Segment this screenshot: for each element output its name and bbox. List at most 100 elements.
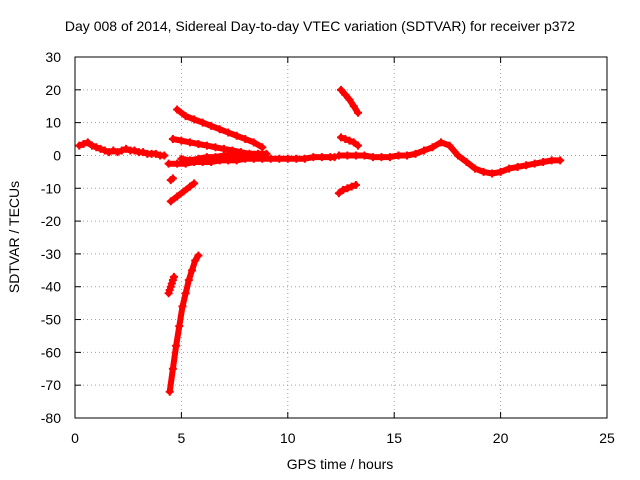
y-tick-label: 10 [45, 115, 61, 131]
data-point [181, 289, 190, 298]
data-point [428, 143, 437, 152]
series-trace [166, 252, 202, 395]
data-point [345, 95, 354, 104]
data-point [179, 187, 188, 196]
data-point [300, 154, 309, 163]
data-point [292, 154, 301, 163]
data-point [122, 144, 131, 153]
chart-title: Day 008 of 2014, Sidereal Day-to-day VTE… [64, 18, 576, 34]
data-point [556, 156, 565, 165]
data-point [402, 151, 411, 160]
data-point [130, 146, 139, 155]
data-point [309, 153, 318, 162]
data-point [241, 135, 250, 144]
x-tick-label: 25 [599, 430, 615, 446]
data-point [151, 149, 160, 158]
x-tick-label: 10 [280, 430, 296, 446]
data-point [160, 151, 169, 160]
data-point [181, 112, 190, 121]
data-point [88, 141, 97, 150]
data-point [190, 179, 199, 188]
data-point [283, 154, 292, 163]
y-tick-label: 20 [45, 82, 61, 98]
data-point [547, 156, 556, 165]
data-point [224, 128, 233, 137]
data-point [194, 251, 203, 260]
data-point [377, 153, 386, 162]
data-point [343, 184, 352, 193]
data-point [345, 136, 354, 145]
data-point [349, 102, 358, 111]
data-point [168, 364, 177, 373]
data-point [254, 151, 263, 160]
data-point [178, 302, 187, 311]
data-point [191, 256, 200, 265]
data-point [354, 141, 363, 150]
x-tick-label: 20 [493, 430, 509, 446]
x-tick-label: 0 [71, 430, 79, 446]
data-point [385, 153, 394, 162]
data-point [488, 169, 497, 178]
data-point [75, 141, 84, 150]
data-point [347, 182, 356, 191]
y-tick-label: -10 [41, 180, 61, 196]
data-series-4 [168, 135, 263, 160]
data-point [219, 144, 228, 153]
data-point [522, 161, 531, 170]
data-point [368, 153, 377, 162]
data-point [190, 115, 199, 124]
data-point [228, 146, 237, 155]
data-point [185, 182, 194, 191]
data-point [262, 149, 271, 158]
data-point [249, 138, 258, 147]
data-point [185, 156, 194, 165]
data-point [96, 144, 105, 153]
data-point [341, 135, 350, 144]
y-tick-label: -50 [41, 312, 61, 328]
data-point [337, 85, 345, 94]
data-series-5 [173, 105, 267, 152]
data-point [185, 138, 194, 147]
data-point [343, 151, 352, 160]
data-point [462, 158, 471, 167]
y-tick-label: -20 [41, 213, 61, 229]
data-point [117, 146, 126, 155]
data-point [166, 197, 175, 206]
data-point [198, 118, 207, 127]
data-point [505, 164, 514, 173]
data-point [351, 151, 360, 160]
data-point [139, 148, 148, 157]
data-point [360, 151, 369, 160]
data-point [202, 153, 211, 162]
x-tick-label: 5 [178, 430, 186, 446]
data-point [354, 108, 363, 117]
data-point [317, 153, 326, 162]
data-point [194, 154, 203, 163]
data-series-13 [334, 138, 565, 178]
data-series-7 [166, 174, 177, 185]
data-point [172, 341, 181, 350]
grid-lines [75, 57, 607, 418]
data-series-10 [337, 85, 363, 117]
data-point [454, 151, 463, 160]
data-point [339, 185, 348, 194]
data-point [334, 151, 343, 160]
data-point [177, 136, 186, 145]
data-point [258, 143, 267, 152]
data-point [202, 141, 211, 150]
data-point [266, 154, 275, 163]
data-point [341, 90, 350, 99]
data-series-8 [164, 272, 178, 298]
data-point [337, 133, 345, 142]
data-point [207, 121, 216, 130]
y-tick-label: -70 [41, 377, 61, 393]
x-axis-label: GPS time / hours [286, 456, 394, 472]
data-point [184, 276, 193, 285]
data-point [113, 148, 122, 157]
data-series-11 [337, 133, 363, 150]
data-point [215, 125, 224, 134]
data-point [349, 138, 358, 147]
data-point [188, 266, 197, 275]
data-point [232, 131, 241, 140]
